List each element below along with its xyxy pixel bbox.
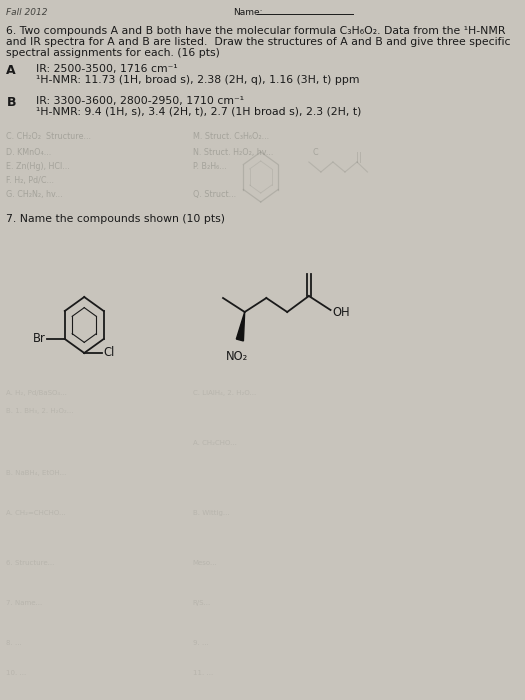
Text: IR: 2500-3500, 1716 cm⁻¹: IR: 2500-3500, 1716 cm⁻¹ xyxy=(36,64,178,74)
Text: 11. ...: 11. ... xyxy=(193,670,213,676)
Text: Fall 2012: Fall 2012 xyxy=(6,8,48,17)
Text: A: A xyxy=(6,64,16,77)
Text: and IR spectra for A and B are listed.  Draw the structures of A and B and give : and IR spectra for A and B are listed. D… xyxy=(6,37,511,47)
Text: 8. ...: 8. ... xyxy=(6,640,22,646)
Text: B. Wittig...: B. Wittig... xyxy=(193,510,229,516)
Text: F. H₂, Pd/C...: F. H₂, Pd/C... xyxy=(6,176,55,185)
Text: B. 1. BH₃, 2. H₂O₂...: B. 1. BH₃, 2. H₂O₂... xyxy=(6,408,74,414)
Text: E. Zn(Hg), HCl...: E. Zn(Hg), HCl... xyxy=(6,162,70,171)
Text: OH: OH xyxy=(332,307,350,319)
Text: C. CH₂O₂  Structure...: C. CH₂O₂ Structure... xyxy=(6,132,91,141)
Text: M. Struct. C₃H₆O₂...: M. Struct. C₃H₆O₂... xyxy=(193,132,269,141)
Text: Cl: Cl xyxy=(103,346,115,360)
Text: Name:: Name: xyxy=(233,8,262,17)
Text: ¹H-NMR: 9.4 (1H, s), 3.4 (2H, t), 2.7 (1H broad s), 2.3 (2H, t): ¹H-NMR: 9.4 (1H, s), 3.4 (2H, t), 2.7 (1… xyxy=(36,107,362,117)
Text: 9. ...: 9. ... xyxy=(193,640,208,646)
Text: B: B xyxy=(6,96,16,109)
Text: NO₂: NO₂ xyxy=(226,350,248,363)
Text: N. Struct. H₂O₂, hv...: N. Struct. H₂O₂, hv... xyxy=(193,148,273,157)
Text: R/S...: R/S... xyxy=(193,600,211,606)
Text: B. NaBH₄, EtOH...: B. NaBH₄, EtOH... xyxy=(6,470,67,476)
Text: spectral assignments for each. (16 pts): spectral assignments for each. (16 pts) xyxy=(6,48,220,58)
Text: A. H₂, Pd/BaSO₄...: A. H₂, Pd/BaSO₄... xyxy=(6,390,67,396)
Text: IR: 3300-3600, 2800-2950, 1710 cm⁻¹: IR: 3300-3600, 2800-2950, 1710 cm⁻¹ xyxy=(36,96,244,106)
Text: A. CH₂CHO...: A. CH₂CHO... xyxy=(193,440,236,446)
Text: D. KMnO₄...: D. KMnO₄... xyxy=(6,148,51,157)
Text: ¹H-NMR: 11.73 (1H, broad s), 2.38 (2H, q), 1.16 (3H, t) ppm: ¹H-NMR: 11.73 (1H, broad s), 2.38 (2H, q… xyxy=(36,75,360,85)
Text: 7. Name the compounds shown (10 pts): 7. Name the compounds shown (10 pts) xyxy=(6,214,225,224)
Text: Meso...: Meso... xyxy=(193,560,217,566)
Text: G. CH₂N₂, hv...: G. CH₂N₂, hv... xyxy=(6,190,63,199)
Text: 6. Structure...: 6. Structure... xyxy=(6,560,55,566)
Text: 6. Two compounds A and B both have the molecular formula C₃H₆O₂. Data from the ¹: 6. Two compounds A and B both have the m… xyxy=(6,26,506,36)
Polygon shape xyxy=(236,312,245,341)
Text: 10. ...: 10. ... xyxy=(6,670,27,676)
Text: 7. Name...: 7. Name... xyxy=(6,600,43,606)
Text: A. CH₂=CHCHO...: A. CH₂=CHCHO... xyxy=(6,510,66,516)
Text: C: C xyxy=(313,148,319,157)
Text: Q. Struct...: Q. Struct... xyxy=(193,190,236,199)
Text: C. LiAlH₄, 2. H₂O...: C. LiAlH₄, 2. H₂O... xyxy=(193,390,256,396)
Text: P. B₂H₆...: P. B₂H₆... xyxy=(193,162,226,171)
Text: Br: Br xyxy=(33,332,46,346)
